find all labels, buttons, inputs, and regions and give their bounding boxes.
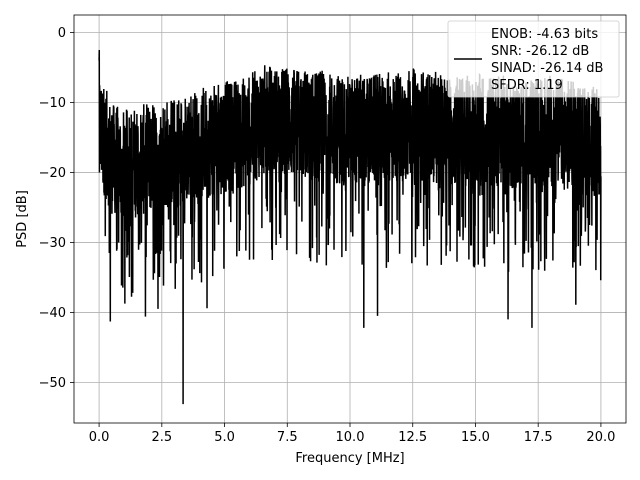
x-axis-label: Frequency [MHz] [295,451,404,466]
x-tick-label: 5.0 [214,430,235,445]
legend-entry-enob: ENOB: -4.63 bits [491,27,598,42]
y-tick-label: 0 [58,26,66,41]
x-tick-label: 7.5 [277,430,298,445]
x-tick-label: 17.5 [524,430,553,445]
y-tick-label: −50 [39,376,66,391]
y-tick-label: −20 [39,166,66,181]
x-tick-label: 15.0 [461,430,490,445]
x-tick-label: 0.0 [89,430,110,445]
y-tick-label: −30 [39,236,66,251]
x-tick-label: 20.0 [586,430,615,445]
legend: ENOB: -4.63 bits SNR: -26.12 dB SINAD: -… [447,20,620,98]
psd-series-line [98,49,602,405]
y-tick-label: −10 [39,96,66,111]
y-tick-label: −40 [39,306,66,321]
x-axis-ticks: 0.0 2.5 5.0 7.5 10.0 12.5 15.0 17.5 20.0 [89,423,615,445]
legend-box [447,20,620,98]
y-axis-ticks: 0 −10 −20 −30 −40 −50 [39,26,74,391]
legend-entry-sinad: SINAD: -26.14 dB [491,61,603,76]
x-tick-label: 2.5 [151,430,172,445]
y-axis-label: PSD [dB] [15,190,30,248]
legend-entry-snr: SNR: -26.12 dB [491,44,589,59]
x-tick-label: 10.0 [336,430,365,445]
x-tick-label: 12.5 [398,430,427,445]
legend-entry-sfdr: SFDR: 1.19 [491,78,563,93]
plot-area [98,49,602,405]
